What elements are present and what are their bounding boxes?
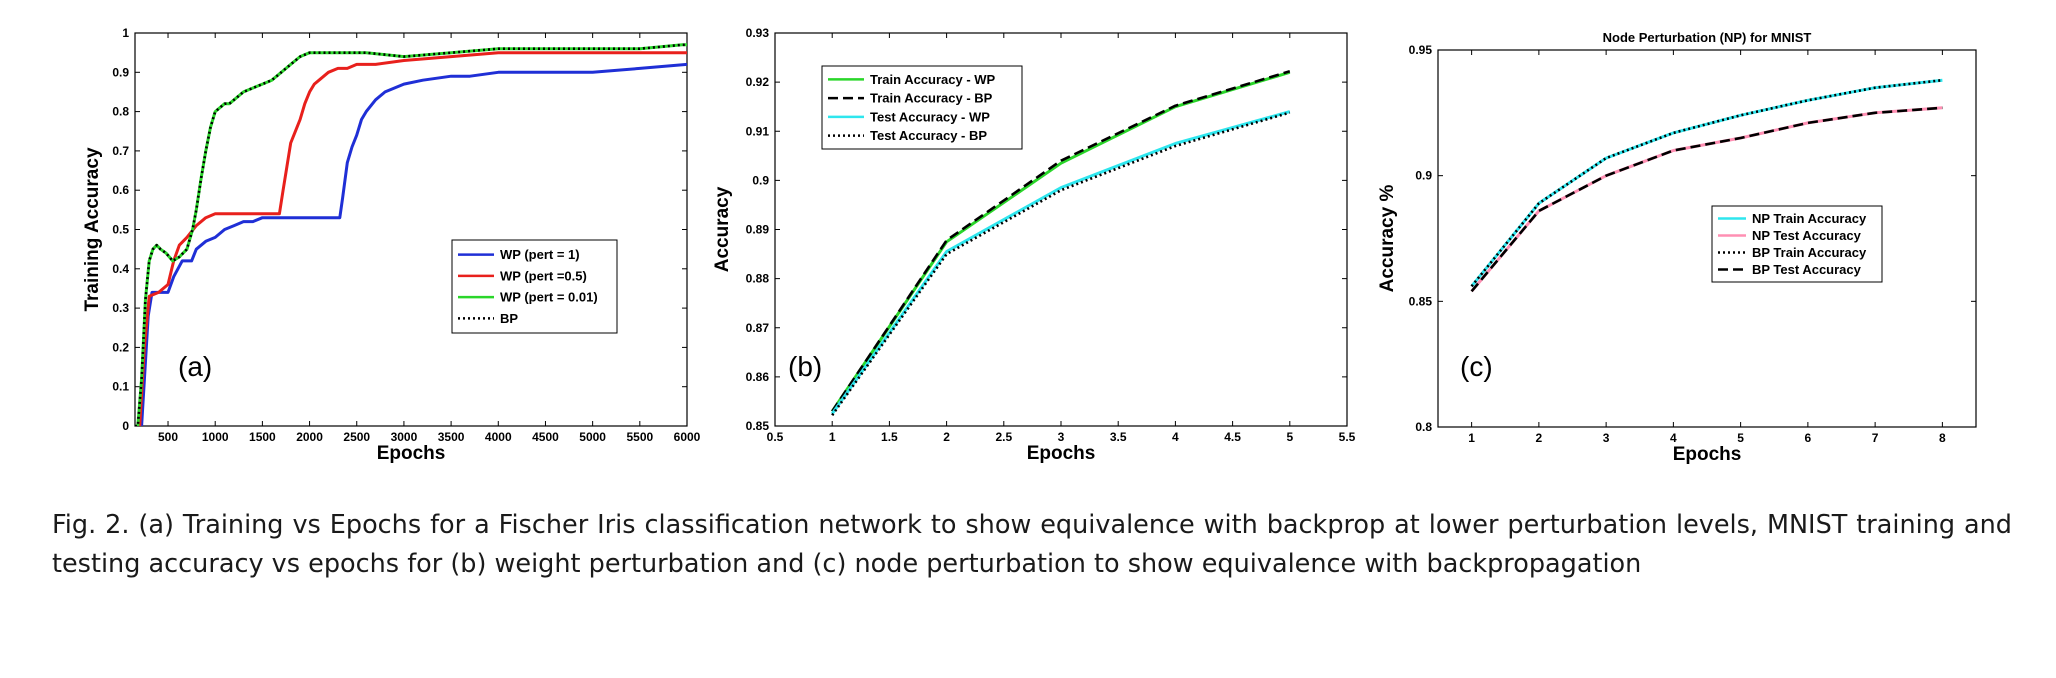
y-tick-label: 0.86: [746, 370, 770, 384]
legend-entry: Test Accuracy - BP: [870, 128, 987, 143]
figure: 500 1000 1500 2000 2500 3000 3500 4000 4500 5000 5…: [82, 26, 1977, 465]
chart-panel-1: 500 1000 1500 2000 2500 3000 3500 4000 4500 5000 5…: [82, 26, 701, 464]
x-tick-label: 1000: [202, 430, 229, 444]
x-tick-label: 7: [1872, 431, 1879, 445]
y-axis-label: Training Accuracy: [82, 147, 103, 311]
legend: WP (pert = 1) WP (pert =0.5) WP (pert = 0.…: [451, 239, 618, 334]
series-line-wp-pert-1: [135, 62, 687, 426]
y-tick-label: 0.85: [1409, 294, 1433, 308]
x-tick-label: 5500: [626, 430, 653, 444]
x-tick-label: 2000: [296, 430, 323, 444]
chart-panel-3: 1 2 3 4 5 6 7 8 0.8 0.85 0.9 0.95 Epochs Accuracy % No…: [1377, 30, 1977, 465]
y-tick-label: 0.9: [752, 173, 769, 187]
legend-entry: WP (pert = 1): [500, 247, 580, 262]
y-tick-label: 0.85: [746, 419, 770, 433]
y-tick-label: 0: [122, 419, 129, 433]
x-tick-label: 3: [1058, 430, 1065, 444]
series-line-bp-train-accuracy: [1470, 78, 1943, 288]
x-tick-label: 4: [1172, 430, 1179, 444]
plot-area: [134, 32, 688, 427]
legend-entry: Test Accuracy - WP: [870, 109, 990, 124]
y-tick-label: 0.8: [112, 105, 129, 119]
y-tick-label: 0.1: [112, 380, 129, 394]
x-tick-label: 2: [943, 430, 950, 444]
legend-entry: NP Train Accuracy: [1752, 211, 1867, 226]
x-tick-label: 2500: [343, 430, 370, 444]
y-tick-label: 0.95: [1409, 43, 1433, 57]
x-tick-label: 500: [158, 430, 178, 444]
x-tick-label: 2.5: [995, 430, 1012, 444]
series-line-test-accuracy-bp: [831, 111, 1291, 416]
x-tick-label: 1500: [249, 430, 276, 444]
y-tick-label: 0.5: [112, 223, 129, 237]
x-tick-label: 0.5: [767, 430, 784, 444]
y-tick-label: 0.92: [746, 75, 770, 89]
series-line-wp-pert-0-01: [135, 43, 687, 426]
chart-title: Node Perturbation (NP) for MNIST: [1603, 30, 1812, 45]
x-tick-label: 2: [1536, 431, 1543, 445]
y-tick-label: 0.7: [112, 144, 129, 158]
x-tick-label: 5000: [579, 430, 606, 444]
y-tick-label: 0.87: [746, 321, 770, 335]
x-tick-label: 5.5: [1339, 430, 1356, 444]
series-line-test-accuracy-wp: [830, 110, 1291, 415]
y-tick-label: 0.9: [112, 65, 129, 79]
legend-entry: Train Accuracy - WP: [870, 72, 996, 87]
y-axis-label: Accuracy %: [1377, 185, 1398, 293]
x-axis-label: Epochs: [1027, 443, 1096, 464]
legend: NP Train Accuracy NP Test Accuracy BP Trai…: [1711, 205, 1883, 283]
y-tick-label: 1: [122, 26, 129, 40]
x-axis-label: Epochs: [377, 443, 446, 464]
panel-label: (c): [1460, 351, 1493, 382]
legend-entry: BP: [500, 311, 518, 326]
x-tick-label: 4500: [532, 430, 559, 444]
y-tick-label: 0.89: [746, 223, 770, 237]
legend-entry: Train Accuracy - BP: [870, 91, 993, 106]
y-tick-label: 0.91: [746, 124, 770, 138]
x-axis-label: Epochs: [1673, 444, 1742, 465]
y-tick-label: 0.3: [112, 301, 129, 315]
plot-area: [1437, 49, 1977, 428]
y-axis-label: Accuracy: [712, 186, 733, 272]
x-tick-label: 6: [1805, 431, 1812, 445]
legend-entry: WP (pert = 0.01): [500, 290, 598, 305]
legend-entry: NP Test Accuracy: [1752, 228, 1862, 243]
panel-label: (a): [178, 351, 212, 382]
x-tick-label: 3.5: [1110, 430, 1127, 444]
x-tick-label: 5: [1737, 431, 1744, 445]
legend-entry: BP Test Accuracy: [1752, 262, 1862, 277]
x-tick-label: 1: [829, 430, 836, 444]
y-tick-label: 0.4: [112, 262, 129, 276]
y-tick-label: 0.93: [746, 26, 770, 40]
x-tick-label: 8: [1939, 431, 1946, 445]
legend: Train Accuracy - WP Train Accuracy - BP Te…: [821, 65, 1023, 150]
series-line-train-accuracy-bp: [831, 70, 1291, 413]
x-tick-label: 6000: [674, 430, 701, 444]
y-tick-label: 0.2: [112, 340, 129, 354]
x-tick-label: 3500: [438, 430, 465, 444]
x-tick-label: 4: [1670, 431, 1677, 445]
legend-entry: BP Train Accuracy: [1752, 245, 1867, 260]
y-tick-label: 0.6: [112, 183, 129, 197]
figure-caption: Fig. 2. (a) Training vs Epochs for a Fis…: [52, 510, 2012, 579]
x-tick-label: 5: [1286, 430, 1293, 444]
x-tick-label: 1.5: [881, 430, 898, 444]
x-tick-label: 4.5: [1224, 430, 1241, 444]
legend-entry: WP (pert =0.5): [500, 268, 587, 283]
x-tick-label: 3: [1603, 431, 1610, 445]
series-line-bp-test-accuracy: [1470, 106, 1943, 293]
series-line-wp-pert-0-5: [135, 51, 687, 426]
x-tick-label: 1: [1468, 431, 1475, 445]
y-tick-label: 0.9: [1415, 169, 1432, 183]
y-tick-label: 0.8: [1415, 420, 1432, 434]
x-tick-label: 3000: [391, 430, 418, 444]
y-tick-label: 0.88: [746, 272, 770, 286]
panel-label: (b): [788, 351, 822, 382]
chart-panel-2: 0.5 1 1.5 2 2.5 3 3.5 4 4.5 5 5.5 0.85 0.86 0.87 0.88 0…: [712, 26, 1356, 464]
x-tick-label: 4000: [485, 430, 512, 444]
